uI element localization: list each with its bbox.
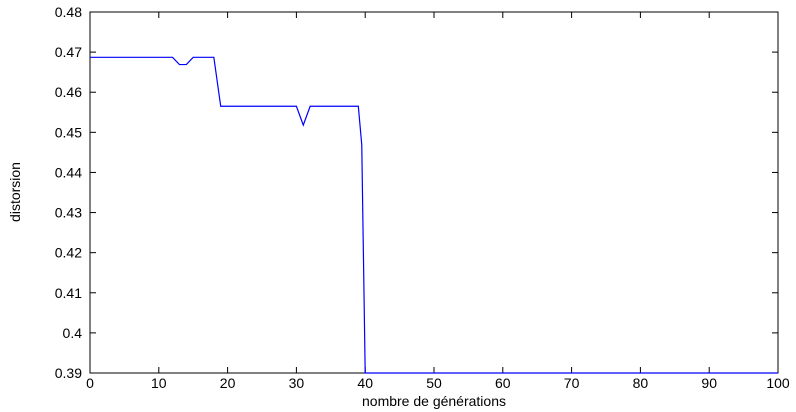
x-tick-label: 10	[151, 375, 167, 391]
x-tick-label: 80	[633, 375, 649, 391]
x-axis-ticks: 0 10 20 30 40 50 60 70 80 90 100	[86, 12, 790, 391]
y-axis-label: distorsion	[7, 162, 23, 222]
y-tick-label: 0.4	[63, 325, 83, 341]
x-tick-label: 20	[220, 375, 236, 391]
plot-area	[89, 11, 779, 374]
y-tick-label: 0.39	[55, 365, 82, 381]
x-tick-label: 50	[426, 375, 442, 391]
y-tick-label: 0.45	[55, 124, 82, 140]
series-group	[90, 56, 778, 374]
series-line	[90, 56, 778, 374]
x-tick-label: 30	[289, 375, 305, 391]
x-tick-label: 70	[564, 375, 580, 391]
y-tick-label: 0.46	[55, 84, 82, 100]
x-tick-label: 0	[86, 375, 94, 391]
y-tick-label: 0.41	[55, 285, 82, 301]
y-tick-label: 0.42	[55, 245, 82, 261]
y-axis-ticks: 0.39 0.4 0.41 0.42 0.43 0.44 0.45 0.46 0.47 0.48	[55, 4, 778, 381]
x-tick-label: 40	[357, 375, 373, 391]
y-tick-label: 0.48	[55, 4, 82, 20]
y-tick-label: 0.47	[55, 44, 82, 60]
x-tick-label: 90	[701, 375, 717, 391]
y-tick-label: 0.43	[55, 205, 82, 221]
x-tick-label: 60	[495, 375, 511, 391]
y-tick-label: 0.44	[55, 164, 82, 180]
x-tick-label: 100	[766, 375, 790, 391]
x-axis-label: nombre de générations	[362, 393, 506, 409]
